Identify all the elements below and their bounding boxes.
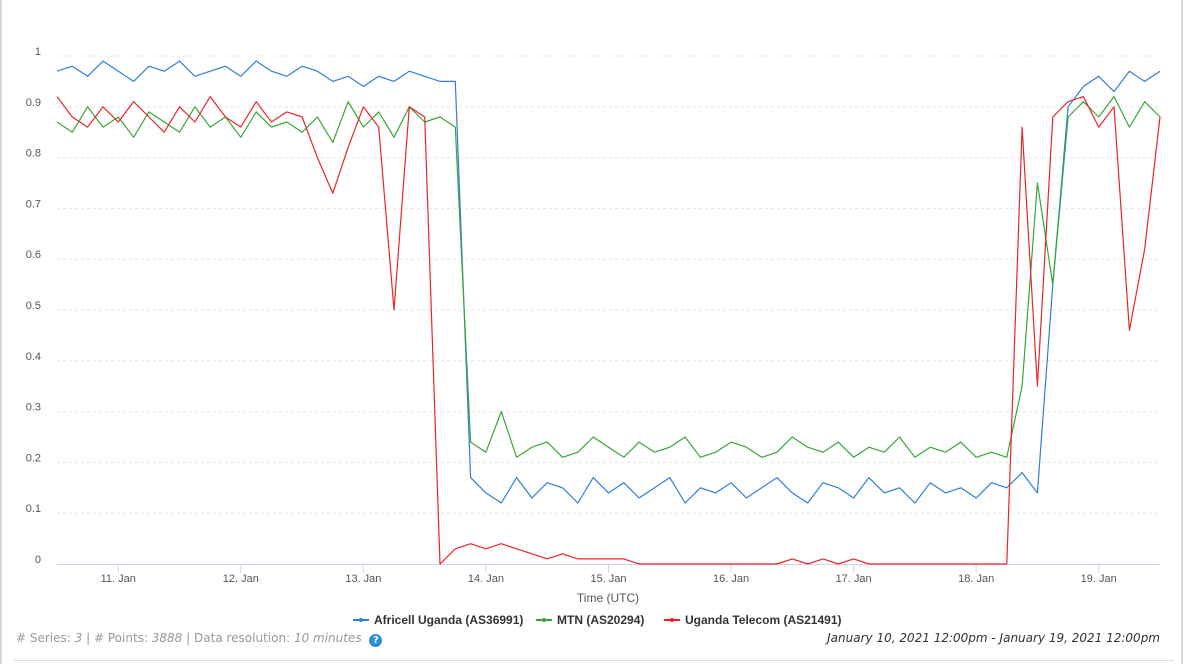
- series-line-mtn: [56, 95, 1161, 458]
- legend-label: Africell Uganda (AS36991): [374, 613, 523, 627]
- series-lines: [56, 60, 1161, 565]
- legend-symbol-marker: [359, 618, 363, 622]
- points-count: 3888: [151, 631, 183, 645]
- points-label: | # Points:: [86, 631, 148, 645]
- y-tick-label: 0: [35, 554, 41, 566]
- y-tick-label: 0.6: [26, 249, 41, 261]
- series-count: 3: [74, 631, 83, 645]
- x-tick-label: 15. Jan: [590, 573, 626, 585]
- grid-lines: [57, 55, 1160, 514]
- x-tick-label: 13. Jan: [345, 573, 381, 585]
- resolution-label: | Data resolution:: [186, 631, 291, 645]
- legend-symbol-marker: [670, 618, 674, 622]
- resolution-value: 10 minutes: [293, 631, 362, 645]
- y-tick-label: 0.7: [26, 198, 41, 210]
- legend-symbol-marker: [542, 618, 546, 622]
- y-tick-label: 0.5: [26, 300, 41, 312]
- x-tick-label: 16. Jan: [713, 573, 749, 585]
- chart-stats: # Series: 3 | # Points: 3888 | Data reso…: [16, 631, 383, 647]
- frame-border-left: [0, 0, 2, 664]
- x-axis-title: Time (UTC): [577, 591, 639, 605]
- legend-item[interactable]: Uganda Telecom (AS21491): [664, 613, 842, 627]
- legend-label: Uganda Telecom (AS21491): [685, 613, 842, 627]
- y-tick-label: 1: [35, 46, 41, 58]
- x-tick-label: 18. Jan: [958, 573, 994, 585]
- series-label: # Series:: [16, 631, 71, 645]
- series-line-uganda: [56, 95, 1161, 565]
- y-tick-label: 0.8: [26, 148, 41, 160]
- x-tick-label: 12. Jan: [223, 573, 259, 585]
- question-circle-icon[interactable]: ?: [369, 634, 383, 647]
- y-tick-label: 0.1: [26, 503, 41, 515]
- y-tick-label: 0.4: [26, 351, 41, 363]
- x-tick-label: 11. Jan: [101, 573, 136, 585]
- y-tick-label: 0.9: [26, 97, 41, 109]
- x-tick-label: 17. Jan: [836, 573, 872, 585]
- x-tick-label: 14. Jan: [468, 573, 504, 585]
- x-axis: 11. Jan 12. Jan 13. Jan 14. Jan 15. Jan 16. J…: [57, 564, 1160, 585]
- x-tick-label: 19. Jan: [1081, 573, 1117, 585]
- frame-border-right: [1181, 0, 1183, 664]
- series-line-africell: [56, 60, 1161, 504]
- legend: Africell Uganda (AS36991) MTN (AS20294) Ug…: [353, 613, 842, 627]
- frame-divider: [14, 660, 1174, 661]
- y-tick-label: 0.2: [26, 452, 41, 464]
- y-tick-label: 0.3: [26, 402, 41, 414]
- date-range: January 10, 2021 12:00pm - January 19, 2…: [827, 631, 1160, 645]
- y-axis-labels: 0 0.1 0.2 0.3 0.4 0.5 0.6 0.7 0.8 0.9 1: [26, 46, 41, 566]
- legend-item[interactable]: Africell Uganda (AS36991): [353, 613, 523, 627]
- legend-label: MTN (AS20294): [557, 613, 644, 627]
- legend-item[interactable]: MTN (AS20294): [536, 613, 644, 627]
